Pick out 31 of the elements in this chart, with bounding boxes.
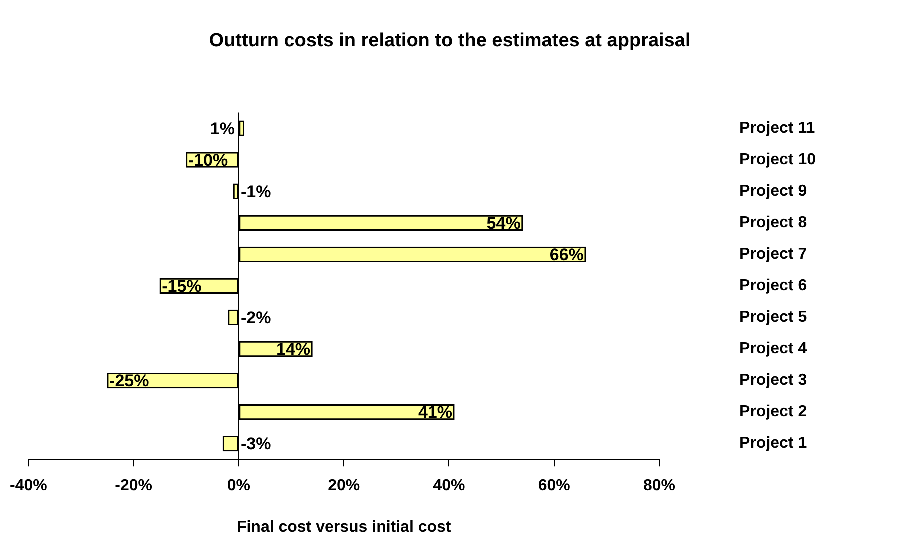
x-tick-label: -20% bbox=[115, 478, 152, 495]
x-tick-label: 80% bbox=[644, 478, 676, 495]
y-tick-label: Project 4 bbox=[740, 340, 808, 358]
y-tick-label: Project 8 bbox=[740, 214, 808, 232]
data-label: -3% bbox=[240, 434, 272, 454]
y-tick-label: Project 10 bbox=[740, 151, 816, 168]
data-label: -25% bbox=[110, 371, 150, 390]
x-tick-label: 0% bbox=[227, 478, 251, 495]
data-label: 1% bbox=[210, 119, 235, 138]
x-tick-label: 20% bbox=[328, 478, 360, 495]
y-tick-label: Project 1 bbox=[740, 435, 808, 452]
y-tick-label: Project 6 bbox=[740, 278, 808, 295]
data-label: -10% bbox=[188, 150, 228, 170]
x-tick-label: -40% bbox=[10, 478, 48, 495]
y-tick-label: Project 11 bbox=[740, 120, 816, 137]
data-label: -15% bbox=[162, 276, 202, 296]
data-label: 14% bbox=[276, 340, 311, 359]
y-tick-label: Project 2 bbox=[740, 404, 808, 421]
x-tick-label: 60% bbox=[538, 478, 570, 495]
x-tick-label: 40% bbox=[433, 478, 466, 495]
y-tick-label: Project 5 bbox=[740, 309, 808, 326]
chart-title: Outturn costs in relation to the estimates at appraisal bbox=[209, 30, 691, 52]
y-tick-label: Project 7 bbox=[740, 246, 808, 264]
x-axis-title: Final cost versus initial cost bbox=[236, 518, 452, 536]
y-tick-label: Project 3 bbox=[740, 372, 808, 390]
data-label: 54% bbox=[486, 214, 521, 233]
data-label: 66% bbox=[550, 245, 584, 264]
data-label: 41% bbox=[418, 402, 452, 422]
y-tick-label: Project 9 bbox=[740, 183, 808, 200]
data-label: -2% bbox=[240, 308, 272, 328]
data-label: -1% bbox=[240, 182, 272, 202]
